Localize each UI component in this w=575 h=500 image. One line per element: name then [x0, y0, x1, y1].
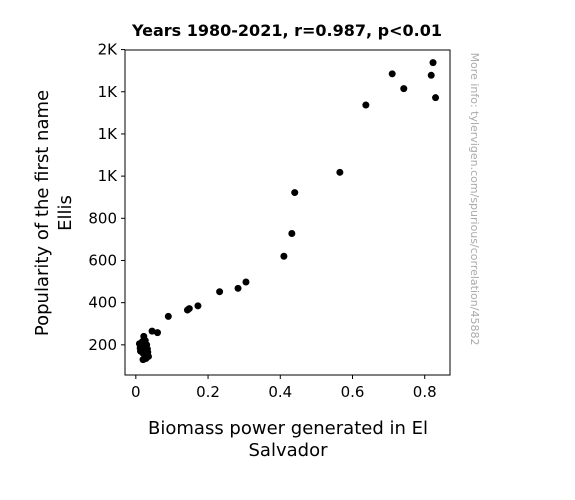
y-tick-label-7: 2K	[98, 41, 119, 59]
chart-title: Years 1980-2021, r=0.987, p<0.01	[131, 21, 442, 40]
x-tick-label-0: 0	[131, 383, 141, 401]
data-point-28	[291, 189, 299, 197]
data-point-25	[242, 278, 250, 286]
x-tick-label-1: 0.2	[196, 383, 220, 401]
watermark-text: More info: tylervigen.com/spurious/corre…	[468, 53, 481, 346]
data-point-30	[362, 101, 370, 109]
x-axis-label-line-1: Biomass power generated in El	[148, 418, 428, 439]
y-axis-label: Popularity of the first name Ellis	[32, 90, 76, 336]
data-point-19	[164, 312, 172, 320]
data-point-24	[234, 284, 242, 292]
data-point-26	[280, 252, 288, 260]
x-axis-label-line-2: Salvador	[249, 440, 329, 461]
data-point-35	[432, 94, 440, 102]
data-point-18	[154, 329, 161, 337]
data-point-21	[185, 305, 193, 313]
plot-frame	[124, 49, 451, 376]
data-point-23	[216, 288, 224, 296]
data-point-29	[336, 168, 344, 176]
y-tick-label-0: 200	[88, 336, 117, 354]
data-point-32	[400, 85, 408, 93]
x-axis-label: Biomass power generated in El Salvador	[148, 418, 428, 461]
data-point-27	[288, 229, 296, 237]
data-point-22	[194, 302, 202, 310]
plot-area: 0 0.2 0.4 0.6 0.8 200 400 600 800 1K 1K 1K 2K	[88, 41, 451, 401]
data-point-33	[427, 71, 435, 79]
x-tick-label-4: 0.8	[413, 383, 437, 401]
y-tick-label-4: 1K	[98, 167, 119, 185]
data-point-16	[144, 352, 152, 360]
y-tick-label-2: 600	[88, 251, 117, 269]
data-point-34	[429, 59, 437, 67]
data-point-17	[148, 327, 156, 335]
y-axis-label-line-2: Ellis	[55, 195, 76, 231]
y-tick-label-5: 1K	[98, 125, 119, 143]
x-tick-label-3: 0.6	[341, 383, 365, 401]
y-tick-label-3: 800	[88, 209, 117, 227]
y-axis-label-line-1: Popularity of the first name	[32, 90, 53, 336]
y-tick-label-1: 400	[88, 294, 117, 312]
data-point-31	[388, 70, 396, 78]
y-tick-label-6: 1K	[98, 83, 119, 101]
x-tick-label-2: 0.4	[268, 383, 292, 401]
